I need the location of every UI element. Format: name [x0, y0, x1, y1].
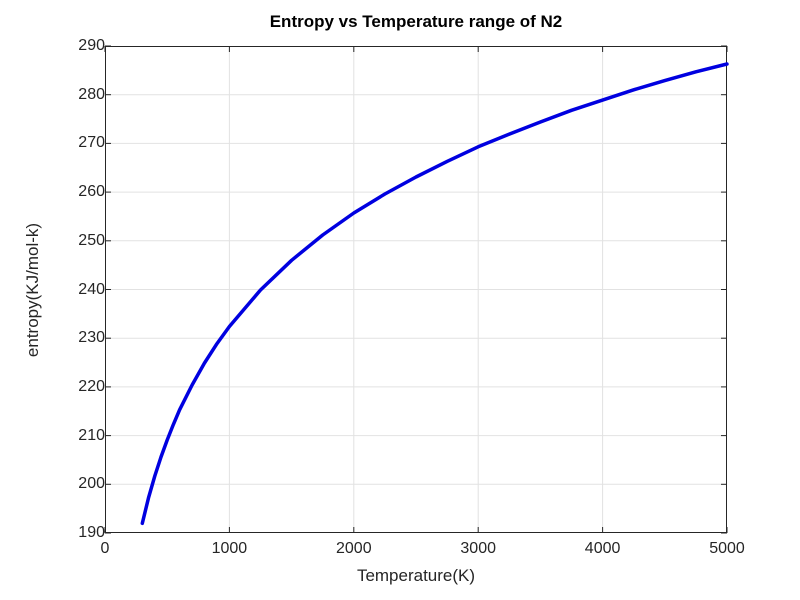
y-tick-label: 260 — [78, 183, 105, 201]
x-tick-label: 1000 — [211, 540, 248, 557]
entropy-curve-plot — [104, 45, 729, 534]
y-tick-label: 240 — [78, 280, 105, 298]
x-axis-label: Temperature(K) — [356, 566, 476, 585]
x-tick-label: 2000 — [336, 540, 372, 557]
y-tick-label: 230 — [78, 329, 105, 347]
x-tick-label: 3000 — [460, 540, 496, 557]
y-tick-label: 250 — [78, 231, 105, 249]
chart-title: Entropy vs Temperature range of N2 — [269, 12, 563, 31]
y-tick-label: 220 — [78, 377, 105, 395]
plot-area — [104, 45, 729, 534]
entropy-curve — [140, 62, 729, 526]
y-tick-label: 270 — [78, 134, 105, 152]
x-tick-label: 5000 — [709, 540, 745, 557]
y-tick-label: 200 — [78, 475, 105, 493]
x-tick-label: 4000 — [584, 540, 621, 557]
y-tick-label: 210 — [78, 426, 105, 444]
y-tick-label: 190 — [78, 524, 105, 541]
y-tick-label: 280 — [78, 85, 105, 103]
y-axis-label: entropy(KJ/mol-k) — [23, 222, 42, 358]
y-tick-label: 290 — [78, 37, 105, 54]
x-tick-label: 0 — [100, 540, 110, 557]
